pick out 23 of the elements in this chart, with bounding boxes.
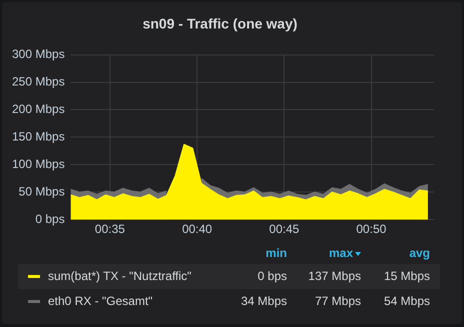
y-tick-label: 0 bps (35, 212, 65, 226)
x-tick-label: 00:40 (182, 222, 212, 236)
y-tick-label: 50 Mbps (18, 184, 65, 198)
text: 15 Mbps (384, 269, 430, 283)
text: 54 Mbps (384, 294, 430, 308)
text: 0 bps (258, 269, 287, 283)
y-tick-label: 150 Mbps (12, 130, 65, 144)
legend-label: eth0 RX - "Gesamt" (48, 294, 153, 308)
legend-label: sum(bat*) TX - "Nutztraffic" (48, 269, 192, 283)
text: avg (409, 246, 430, 260)
text: 137 Mbps (308, 269, 361, 283)
x-tick-label: 00:35 (94, 222, 126, 236)
y-tick-label: 250 Mbps (12, 74, 65, 89)
y-tick-label: 300 Mbps (12, 47, 65, 62)
x-tick-label: 00:50 (356, 222, 387, 236)
chart-title: sn09 - Traffic (one way) (142, 15, 298, 32)
text: max (328, 246, 354, 260)
text: 34 Mbps (240, 294, 287, 308)
x-tick-label: 00:45 (269, 222, 300, 236)
text: min (266, 246, 287, 260)
text: 77 Mbps (314, 294, 361, 308)
y-tick-label: 200 Mbps (12, 102, 65, 116)
y-tick-label: 100 Mbps (12, 156, 65, 171)
